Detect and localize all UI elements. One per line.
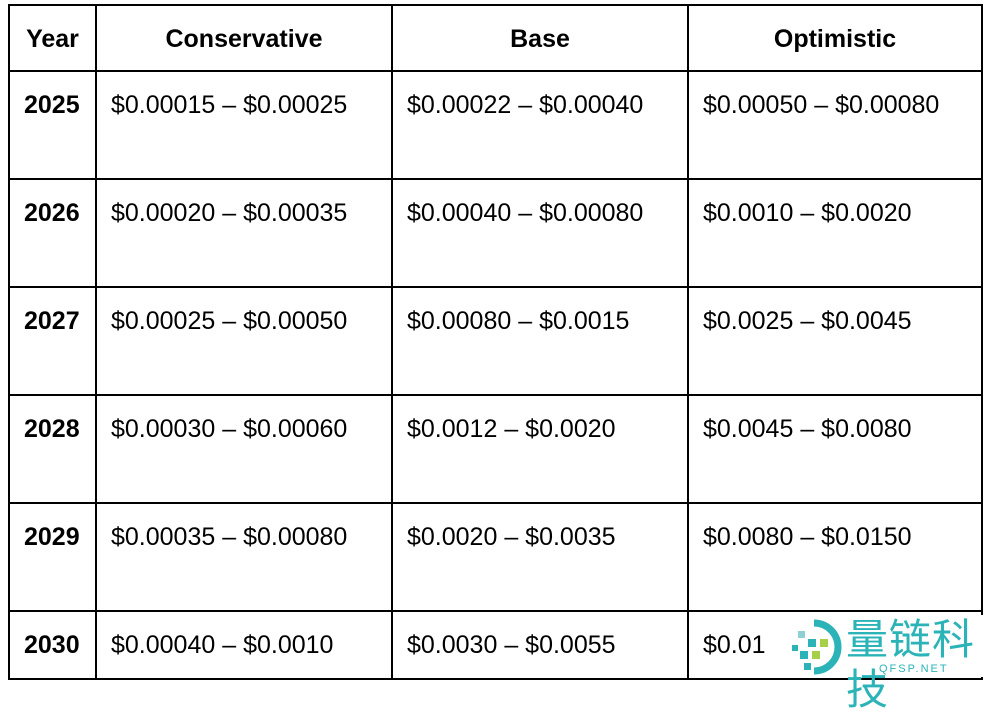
year-cell: 2030 xyxy=(8,610,97,680)
logo-icon xyxy=(792,619,842,675)
year-cell: 2028 xyxy=(8,394,97,504)
year-cell: 2027 xyxy=(8,286,97,396)
table-row: 2027 $0.00025 – $0.00050 $0.00080 – $0.0… xyxy=(8,286,983,396)
optimistic-cell: $0.0010 – $0.0020 xyxy=(687,178,983,288)
watermark-logo: 量链科技 QFSP.NET xyxy=(784,615,1006,714)
year-cell: 2025 xyxy=(8,70,97,180)
conservative-cell: $0.00035 – $0.00080 xyxy=(95,502,393,612)
base-cell: $0.0012 – $0.0020 xyxy=(391,394,689,504)
base-cell: $0.00080 – $0.0015 xyxy=(391,286,689,396)
base-cell: $0.0030 – $0.0055 xyxy=(391,610,689,680)
header-row: Year Conservative Base Optimistic xyxy=(8,4,983,72)
base-cell: $0.00040 – $0.00080 xyxy=(391,178,689,288)
base-cell: $0.00022 – $0.00040 xyxy=(391,70,689,180)
header-optimistic: Optimistic xyxy=(687,4,983,72)
optimistic-cell: $0.00050 – $0.00080 xyxy=(687,70,983,180)
table-row: 2025 $0.00015 – $0.00025 $0.00022 – $0.0… xyxy=(8,70,983,180)
conservative-cell: $0.00020 – $0.00035 xyxy=(95,178,393,288)
conservative-cell: $0.00030 – $0.00060 xyxy=(95,394,393,504)
conservative-cell: $0.00040 – $0.0010 xyxy=(95,610,393,680)
price-forecast-table: Year Conservative Base Optimistic 2025 $… xyxy=(8,4,983,680)
watermark-subtext: QFSP.NET xyxy=(879,663,949,675)
base-cell: $0.0020 – $0.0035 xyxy=(391,502,689,612)
conservative-cell: $0.00025 – $0.00050 xyxy=(95,286,393,396)
optimistic-cell: $0.0080 – $0.0150 xyxy=(687,502,983,612)
optimistic-cell: $0.0045 – $0.0080 xyxy=(687,394,983,504)
table-row: 2029 $0.00035 – $0.00080 $0.0020 – $0.00… xyxy=(8,502,983,612)
header-year: Year xyxy=(8,4,97,72)
table-row: 2026 $0.00020 – $0.00035 $0.00040 – $0.0… xyxy=(8,178,983,288)
year-cell: 2026 xyxy=(8,178,97,288)
year-cell: 2029 xyxy=(8,502,97,612)
header-conservative: Conservative xyxy=(95,4,393,72)
watermark-text: 量链科技 xyxy=(846,615,976,714)
table-row: 2028 $0.00030 – $0.00060 $0.0012 – $0.00… xyxy=(8,394,983,504)
header-base: Base xyxy=(391,4,689,72)
conservative-cell: $0.00015 – $0.00025 xyxy=(95,70,393,180)
optimistic-cell: $0.0025 – $0.0045 xyxy=(687,286,983,396)
